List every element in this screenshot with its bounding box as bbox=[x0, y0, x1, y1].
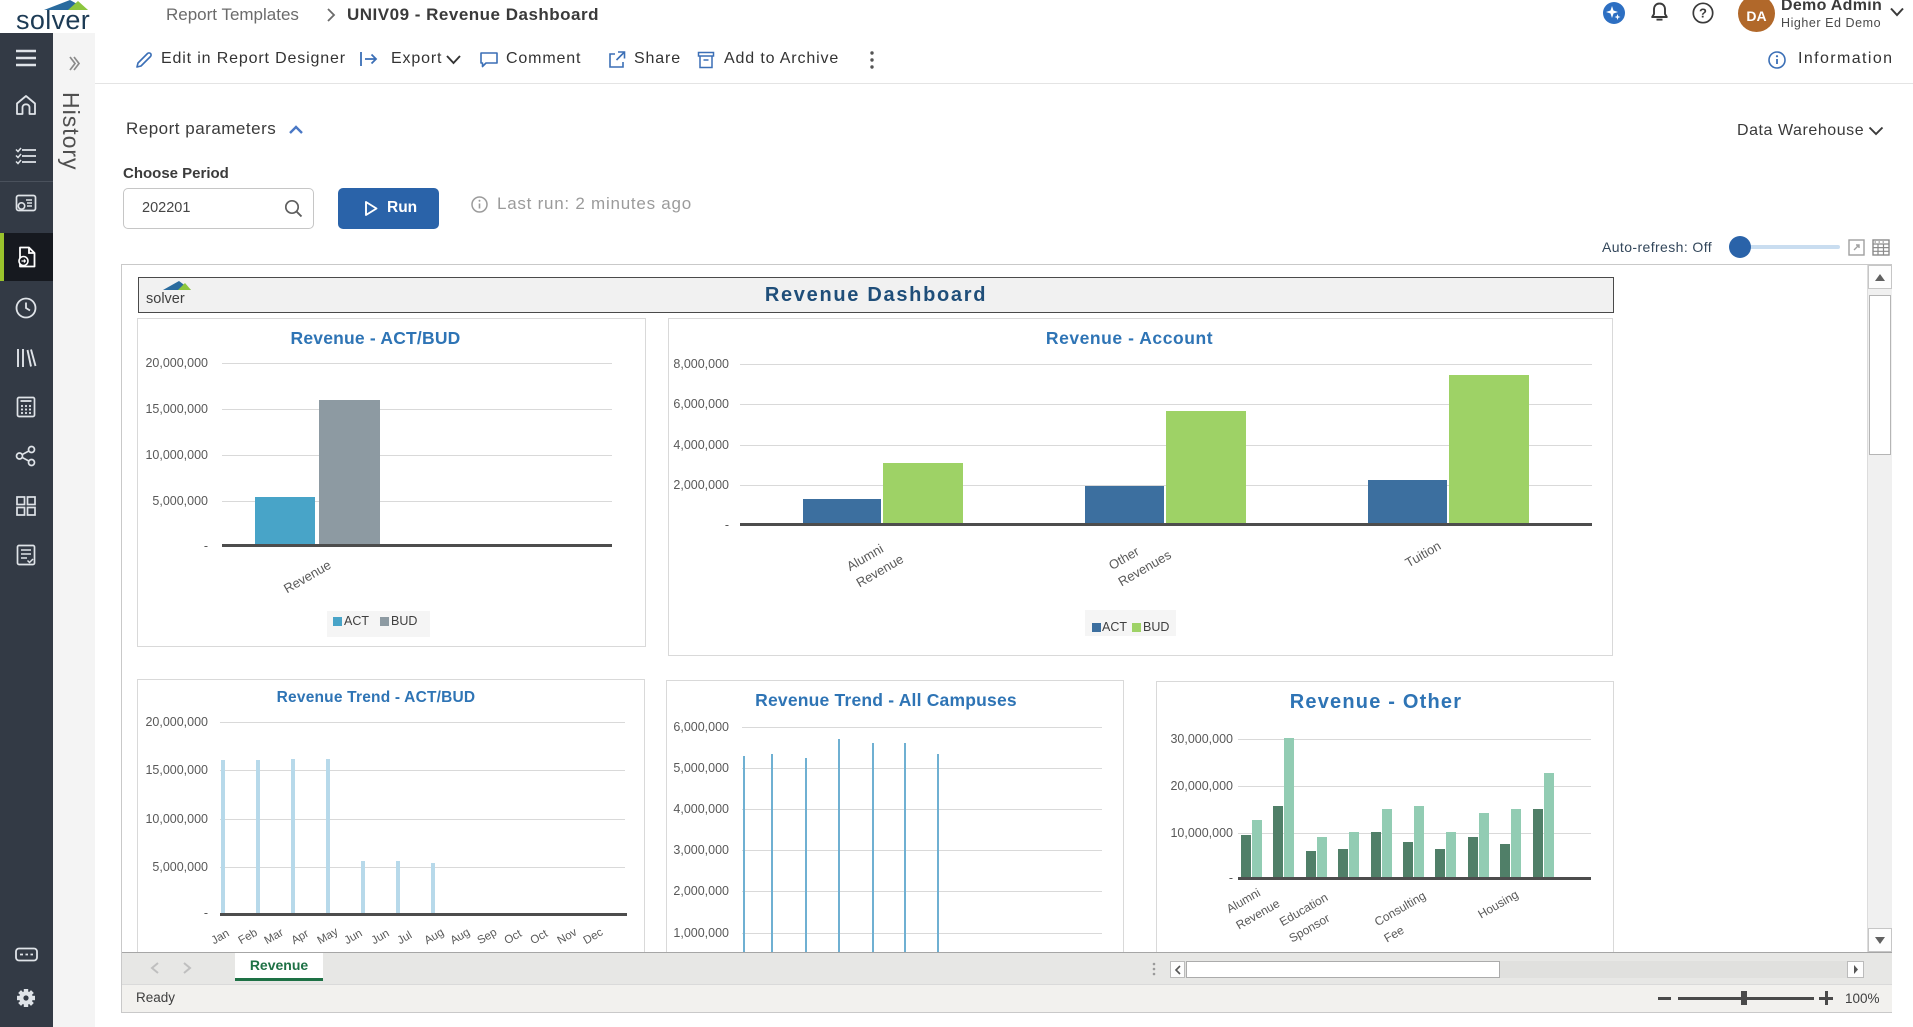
svg-text:?: ? bbox=[1699, 6, 1707, 21]
